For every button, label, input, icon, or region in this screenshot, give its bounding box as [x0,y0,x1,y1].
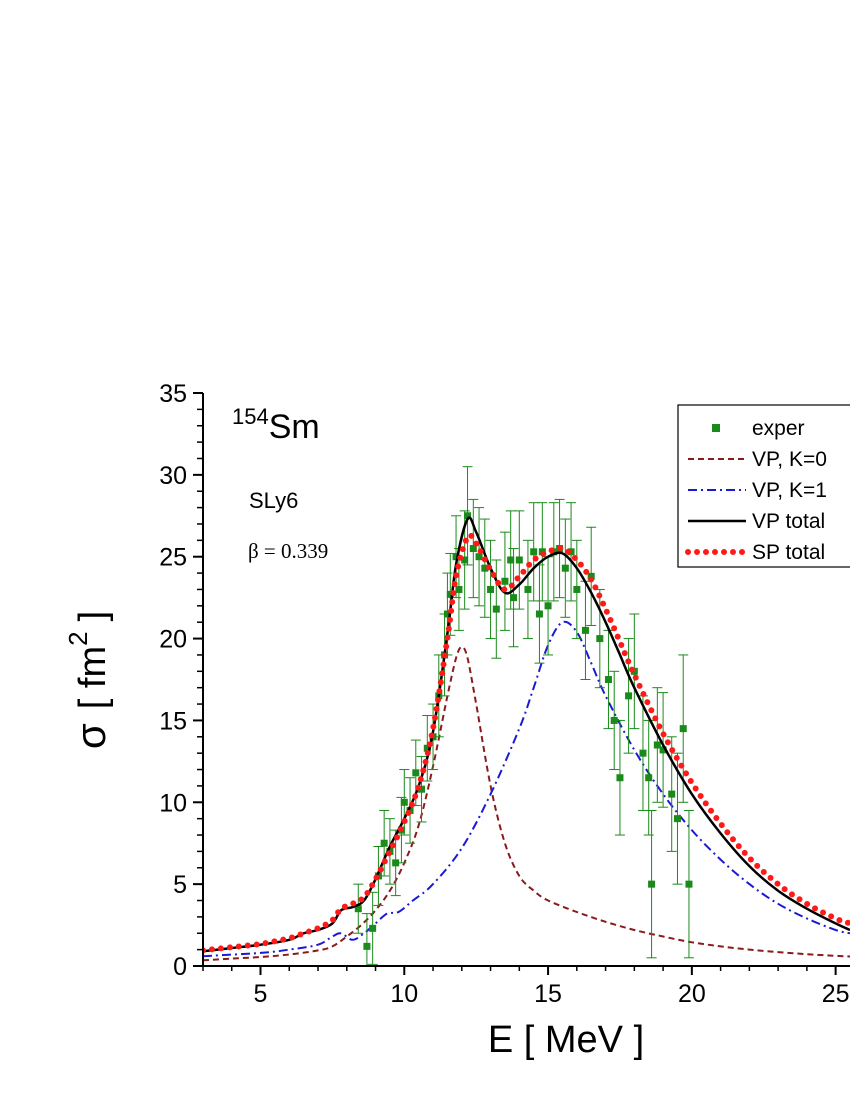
nucleus-label: 154Sm [232,404,320,446]
svg-text:σ[ fm2]: σ [ fm2] [63,611,114,749]
y-tick-label: 30 [159,462,187,490]
data-point [461,556,469,564]
data-point [581,626,589,634]
data-point [412,769,420,777]
y-axis-exponent: 2 [63,631,93,645]
data-point [530,548,538,556]
x-tick-label: 15 [534,980,562,1008]
data-point [604,676,612,683]
legend-item-exper: exper [712,417,805,440]
y-tick-label: 20 [159,626,187,654]
data-point [648,880,656,888]
data-point [596,635,604,643]
data-point [659,746,667,754]
data-point [645,774,653,782]
y-axis-close: ] [72,611,114,622]
series-line-sp-total [203,532,850,954]
y-axis-units: [ fm [72,646,114,709]
data-point [668,790,676,798]
data-point [400,798,408,806]
data-point [492,605,500,613]
data-point [625,692,633,700]
y-tick-label: 0 [173,953,187,981]
series-line-vp-k-0 [203,645,850,962]
y-ticks: 0 5 10 15 20 25 30 35 [159,380,203,981]
data-point [507,556,515,564]
data-point [418,785,426,793]
data-point [487,585,495,593]
data-point [380,839,388,847]
y-tick-label: 10 [159,789,187,817]
x-axis-label: E [ MeV ] [488,1019,644,1061]
axes: 5 10 15 20 25 0 5 10 15 20 25 30 35 [159,380,850,1008]
nucleus-mass: 154 [232,404,269,429]
data-point [452,553,460,561]
beta-label: β = 0.339 [248,539,328,563]
legend-box [677,404,850,568]
data-point [354,905,362,913]
data-point [587,572,595,580]
data-point [544,602,552,610]
y-tick-label: 5 [173,871,187,899]
data-point [481,564,489,572]
data-point [639,749,647,757]
y-axis-label: σ [ fm2] [63,611,114,749]
data-point [535,610,543,618]
data-point [524,585,532,593]
data-point [610,716,618,724]
data-point [469,545,477,553]
y-tick-label: 35 [159,380,187,408]
x-tick-label: 20 [678,980,706,1008]
data-point [510,594,518,602]
force-label: SLy6 [249,488,298,513]
legend: exper VP, K=0 VP, K=1 VP total SP total [677,404,850,568]
series-exper [353,466,694,966]
legend-item-sp-total: SP total [685,541,825,564]
legend-item-vp-total: VP total [688,510,825,533]
data-point [455,585,463,593]
data-point [630,667,638,675]
data-point [501,577,509,585]
data-point [446,590,454,598]
data-point [515,556,523,564]
legend-item-vp-k-1: VP, K=1 [688,479,827,502]
legend-label: VP, K=1 [752,479,827,502]
data-point [475,553,483,561]
data-point [369,924,377,932]
y-axis-symbol: σ [67,723,114,749]
data-point [443,610,451,618]
data-point [573,585,581,593]
series-line-vp-k-1 [203,620,850,958]
data-point [673,815,681,823]
y-tick-label: 25 [159,544,187,572]
y-tick-label: 15 [159,707,187,735]
data-point [392,859,400,867]
legend-label: exper [752,417,805,440]
legend-label: SP total [752,541,825,564]
data-point [685,880,693,888]
data-point [679,725,687,733]
x-tick-label: 25 [822,980,850,1008]
x-tick-label: 5 [254,980,268,1008]
data-point [464,512,472,520]
x-tick-label: 10 [390,980,418,1008]
legend-marker [712,424,720,432]
data-point [561,564,569,572]
x-ticks: 5 10 15 20 25 [202,966,850,1008]
plot-area [203,466,850,966]
data-point [616,774,624,782]
legend-label: VP, K=0 [752,448,827,471]
legend-label: VP total [752,510,825,533]
data-point [653,741,661,749]
nucleus-symbol: Sm [269,408,320,446]
data-point [363,942,371,950]
legend-item-vp-k-0: VP, K=0 [688,448,827,471]
data-point [423,744,431,752]
